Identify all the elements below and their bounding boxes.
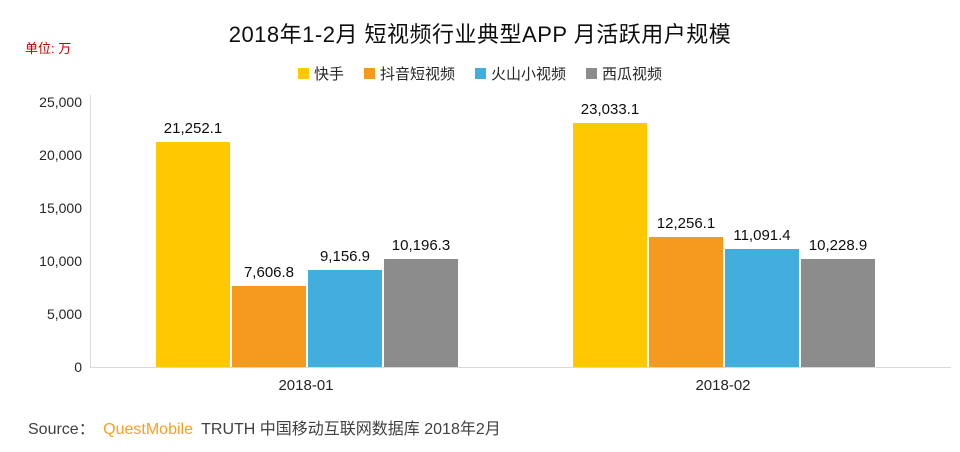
legend-label: 抖音短视频 [379, 65, 455, 83]
legend-item: 火山小视频 [475, 63, 566, 84]
value-label: 23,033.1 [580, 101, 640, 118]
bar-2018-01-series-3 [384, 259, 458, 367]
legend-item: 抖音短视频 [363, 63, 455, 84]
legend-label: 快手 [313, 65, 344, 83]
bar-2018-02-series-2 [725, 249, 799, 367]
legend-label: 西瓜视频 [602, 65, 663, 83]
value-label: 11,091.4 [733, 227, 791, 244]
source-prefix: Source： [28, 421, 95, 438]
x-category-label: 2018-02 [695, 377, 751, 394]
bar-2018-01-series-1 [232, 286, 306, 367]
legend-swatch-icon [363, 67, 375, 79]
value-label: 21,252.1 [163, 120, 223, 137]
y-tick-label: 20,000 [39, 147, 82, 163]
bar-2018-01-series-2 [308, 270, 382, 367]
value-label: 7,606.8 [243, 264, 295, 281]
value-label: 12,256.1 [656, 215, 716, 232]
legend-item: 快手 [297, 63, 344, 84]
bar-2018-02-series-1 [649, 237, 723, 367]
value-label: 9,156.9 [319, 248, 371, 265]
bar-2018-02-series-0 [573, 123, 647, 367]
y-tick-label: 0 [74, 359, 82, 375]
source-suffix: TRUTH 中国移动互联网数据库 2018年2月 [201, 421, 501, 438]
y-tick-label: 25,000 [39, 94, 82, 110]
bar-2018-02-series-3 [801, 259, 875, 367]
legend-swatch-icon [475, 67, 486, 79]
value-label: 10,196.3 [391, 237, 451, 254]
source-brand: QuestMobile [103, 421, 193, 438]
legend-swatch-icon [297, 67, 309, 79]
y-tick-label: 10,000 [39, 253, 82, 269]
chart-title: 2018年1-2月 短视频行业典型APP 月活跃用户规模 [228, 22, 732, 47]
value-label: 10,228.9 [808, 237, 868, 254]
y-tick-label: 5,000 [46, 306, 82, 322]
bar-2018-01-series-0 [156, 142, 230, 367]
unit-label: 单位: 万 [25, 41, 72, 56]
legend: 快手 抖音短视频 火山小视频 西瓜视频 [0, 62, 960, 84]
y-tick-label: 15,000 [39, 200, 82, 216]
legend-item: 西瓜视频 [586, 63, 662, 84]
legend-swatch-icon [586, 67, 598, 79]
plot-area: 21,252.1 7,606.8 9,156.9 10,196.3 23,033.1 12… [90, 95, 951, 368]
x-category-label: 2018-01 [278, 377, 334, 394]
legend-label: 火山小视频 [491, 65, 567, 83]
source-line: Source： QuestMobile TRUTH 中国移动互联网数据库 201… [28, 415, 501, 439]
